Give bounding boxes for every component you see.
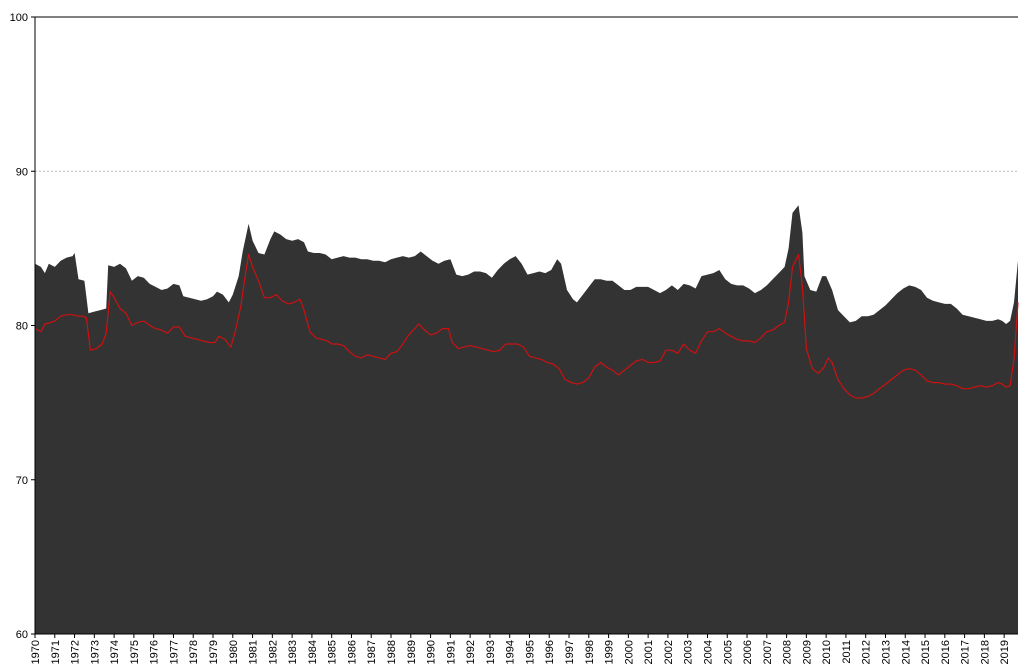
x-tick-label: 1971 <box>50 640 62 664</box>
area-layer <box>35 205 1018 634</box>
x-tick-label: 2004 <box>702 640 714 664</box>
x-tick-label: 1995 <box>524 640 536 664</box>
area-series-0 <box>35 205 1018 634</box>
x-tick-label: 1980 <box>228 640 240 664</box>
x-tick-label: 1976 <box>149 640 161 664</box>
x-tick-label: 2015 <box>920 640 932 664</box>
y-tick-label: 70 <box>16 475 28 487</box>
x-tick-label: 1970 <box>30 640 42 664</box>
x-tick-label: 1988 <box>386 640 398 664</box>
x-tick-label: 1997 <box>564 640 576 664</box>
x-axis-ticks: 1970 1971 1972 1973 1974 1975 1976 1977 1978 1979… <box>30 634 1011 664</box>
x-tick-label: 1982 <box>267 640 279 664</box>
x-tick-label: 1994 <box>505 640 517 664</box>
x-tick-label: 1996 <box>544 640 556 664</box>
y-tick-label: 60 <box>16 629 28 641</box>
x-tick-label: 2005 <box>722 640 734 664</box>
x-tick-label: 2001 <box>643 640 655 664</box>
x-tick-label: 2003 <box>683 640 695 664</box>
x-tick-label: 1998 <box>584 640 596 664</box>
y-tick-label: 100 <box>10 12 28 24</box>
x-tick-label: 2013 <box>880 640 892 664</box>
x-tick-label: 2017 <box>960 640 972 664</box>
x-tick-label: 1981 <box>248 640 260 664</box>
x-tick-label: 1991 <box>445 640 457 664</box>
x-tick-label: 2012 <box>861 640 873 664</box>
x-tick-label: 1990 <box>426 640 438 664</box>
x-tick-label: 1993 <box>485 640 497 664</box>
x-tick-label: 2011 <box>841 640 853 664</box>
x-tick-label: 2000 <box>623 640 635 664</box>
x-tick-label: 1978 <box>188 640 200 664</box>
x-tick-label: 1973 <box>89 640 101 664</box>
x-tick-label: 1974 <box>109 640 121 664</box>
x-tick-label: 2014 <box>900 640 912 664</box>
x-tick-label: 1987 <box>366 640 378 664</box>
x-tick-label: 2019 <box>999 640 1011 664</box>
x-tick-label: 1985 <box>327 640 339 664</box>
y-tick-label: 90 <box>16 166 28 178</box>
y-tick-label: 80 <box>16 321 28 333</box>
x-tick-label: 1984 <box>307 640 319 664</box>
x-tick-label: 2007 <box>762 640 774 664</box>
line-series-1 <box>34 253 1019 399</box>
x-tick-label: 1972 <box>70 640 82 664</box>
x-tick-label: 1983 <box>287 640 299 664</box>
x-tick-label: 2018 <box>979 640 991 664</box>
x-tick-label: 1989 <box>406 640 418 664</box>
x-tick-label: 2016 <box>940 640 952 664</box>
x-tick-label: 2006 <box>742 640 754 664</box>
x-tick-label: 1979 <box>208 640 220 664</box>
x-tick-label: 1977 <box>168 640 180 664</box>
x-tick-label: 1992 <box>465 640 477 664</box>
x-tick-label: 2002 <box>663 640 675 664</box>
x-tick-label: 2008 <box>782 640 794 664</box>
line-layer <box>34 253 1019 399</box>
x-tick-label: 1986 <box>346 640 358 664</box>
x-tick-label: 2009 <box>801 640 813 664</box>
x-tick-label: 2010 <box>821 640 833 664</box>
y-axis-ticks: 60 70 80 90 100 <box>10 12 35 641</box>
x-tick-label: 1999 <box>604 640 616 664</box>
x-tick-label: 1975 <box>129 640 141 664</box>
